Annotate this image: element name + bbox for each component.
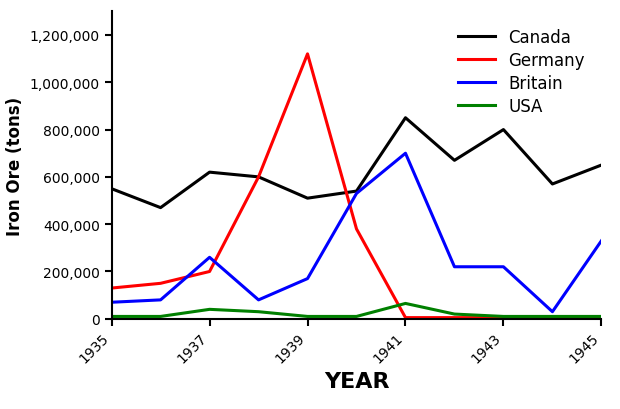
Germany [500,315,507,320]
Britain [255,298,262,303]
Germany [108,286,115,291]
Line: Britain: Britain [112,154,601,312]
USA [108,314,115,319]
USA [304,314,311,319]
Britain [304,276,311,281]
Canada [402,116,409,121]
Germany [206,270,213,274]
Germany [549,315,556,320]
Canada [255,175,262,180]
Britain [157,298,164,303]
Britain [598,239,605,244]
Line: Canada: Canada [112,119,601,208]
Britain [402,151,409,156]
Canada [500,128,507,133]
X-axis label: YEAR: YEAR [324,371,389,391]
Germany [157,281,164,286]
USA [157,314,164,319]
Germany [598,315,605,320]
Britain [451,265,458,270]
USA [206,307,213,312]
Britain [206,255,213,260]
Germany [304,52,311,57]
Canada [157,206,164,211]
Britain [500,265,507,270]
Line: Germany: Germany [112,55,601,318]
Canada [598,163,605,168]
USA [598,314,605,319]
USA [402,301,409,306]
Canada [108,187,115,192]
Germany [402,315,409,320]
USA [255,310,262,315]
Canada [206,170,213,175]
Line: USA: USA [112,303,601,317]
Britain [108,300,115,305]
Britain [549,310,556,315]
USA [353,314,360,319]
Germany [353,227,360,232]
Germany [451,315,458,320]
Canada [451,158,458,163]
Canada [304,196,311,201]
Britain [353,191,360,196]
Canada [353,189,360,194]
Legend: Canada, Germany, Britain, USA: Canada, Germany, Britain, USA [450,20,593,124]
USA [549,314,556,319]
Canada [549,182,556,187]
Y-axis label: Iron Ore (tons): Iron Ore (tons) [6,96,24,235]
USA [500,314,507,319]
Germany [255,175,262,180]
USA [451,312,458,317]
